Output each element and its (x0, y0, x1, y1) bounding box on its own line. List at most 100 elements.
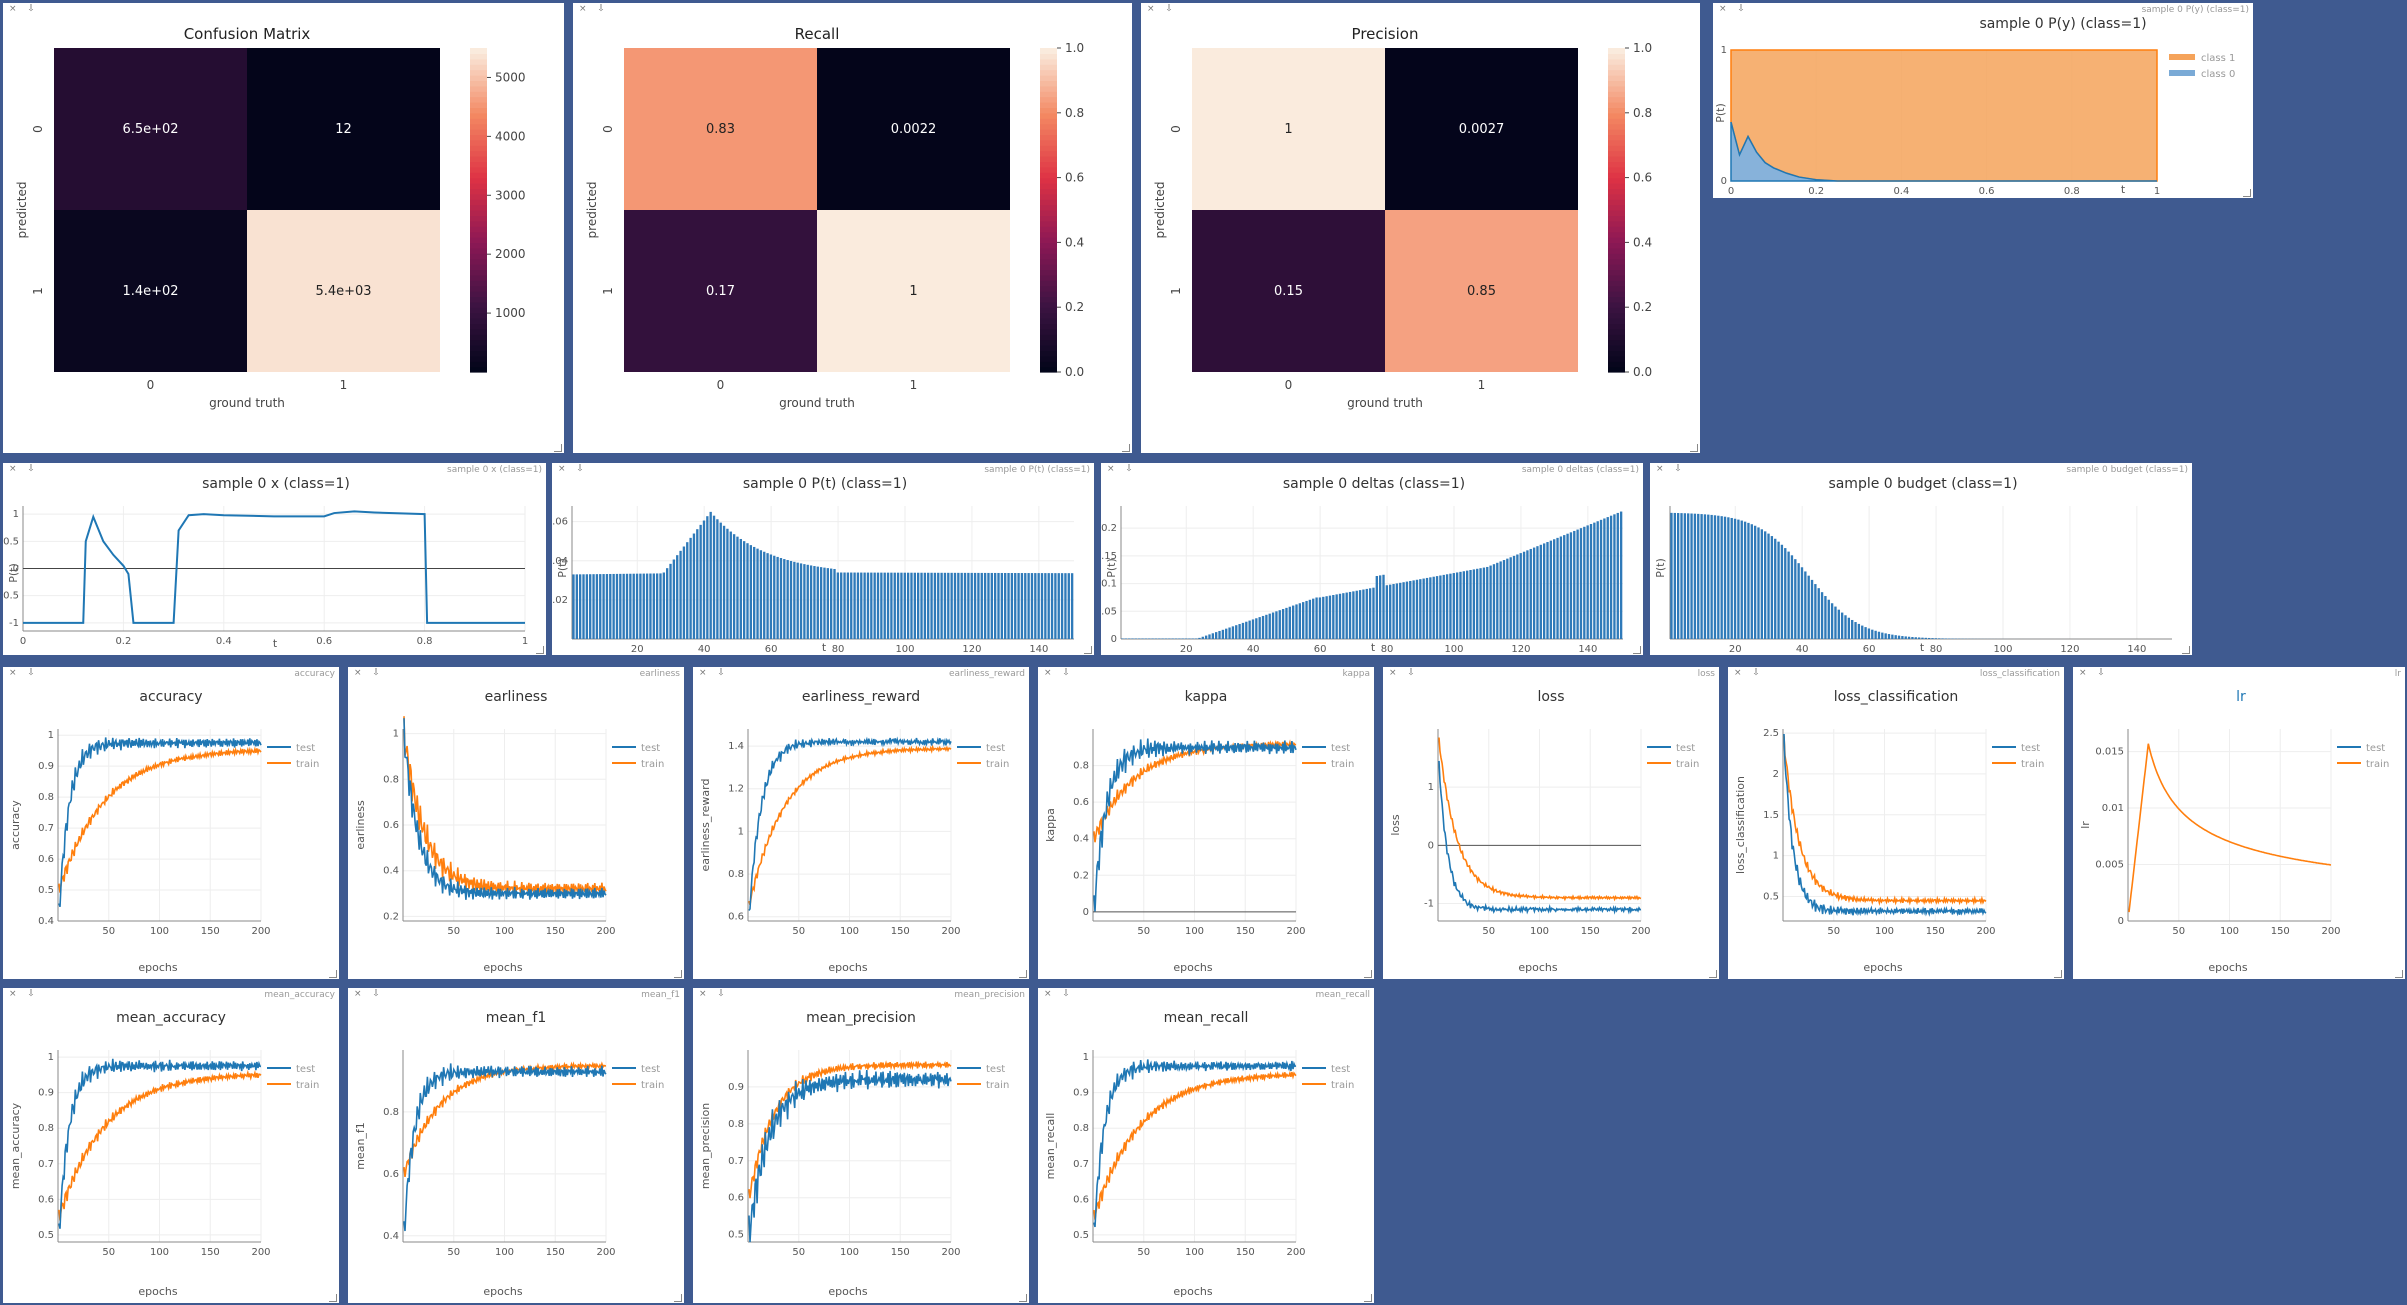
colorbar-segment (1608, 145, 1625, 152)
pane-close-download-icons[interactable]: × ⇩ (9, 668, 39, 678)
colorbar-segment (1040, 199, 1057, 206)
bar (1275, 611, 1278, 639)
pane-close-download-icons[interactable]: × ⇩ (1734, 668, 1764, 678)
y-axis-label: loss (1389, 814, 1402, 836)
resize-grip-icon[interactable] (329, 1294, 337, 1302)
bar (1405, 581, 1409, 639)
resize-grip-icon[interactable] (1690, 444, 1698, 452)
legend-label-train: train (1331, 1080, 1354, 1091)
bar (1599, 519, 1603, 639)
pane-close-download-icons[interactable]: × ⇩ (2079, 668, 2109, 678)
bar (1740, 520, 1743, 639)
bar (1820, 592, 1824, 639)
legend-label-test: test (2366, 743, 2385, 754)
pane-close-download-icons[interactable]: × ⇩ (354, 989, 384, 999)
colorbar-segment (470, 150, 487, 157)
bar (1121, 638, 1124, 639)
bar (1385, 585, 1389, 639)
resize-grip-icon[interactable] (1122, 444, 1130, 452)
resize-grip-icon[interactable] (1019, 1294, 1027, 1302)
resize-grip-icon[interactable] (1709, 970, 1717, 978)
x-tick-label: 150 (201, 1247, 220, 1258)
bar (963, 572, 967, 639)
resize-grip-icon[interactable] (1633, 646, 1641, 654)
resize-grip-icon[interactable] (329, 970, 337, 978)
colorbar-segment (1608, 123, 1625, 130)
resize-grip-icon[interactable] (554, 444, 562, 452)
colorbar-segment (1040, 312, 1057, 319)
colorbar-segment (1040, 96, 1057, 103)
resize-grip-icon[interactable] (674, 1294, 682, 1302)
bar (1499, 561, 1502, 639)
bar (1479, 568, 1482, 639)
resize-grip-icon[interactable] (2395, 970, 2403, 978)
pane-close-download-icons[interactable]: × ⇩ (1389, 668, 1419, 678)
pane-close-download-icons[interactable]: × ⇩ (1147, 4, 1177, 14)
colorbar-segment (1608, 269, 1625, 276)
x-tick-label: 100 (1993, 644, 2012, 655)
pane-close-download-icons[interactable]: × ⇩ (699, 989, 729, 999)
colorbar-segment (470, 96, 487, 103)
pane-close-download-icons[interactable]: × ⇩ (354, 668, 384, 678)
bar (1707, 514, 1710, 639)
x-tick-label: 80 (832, 644, 845, 655)
colorbar-segment (1040, 318, 1057, 324)
y-tick-label: 0.4 (383, 866, 399, 877)
resize-grip-icon[interactable] (536, 646, 544, 654)
colorbar-segment (470, 129, 487, 135)
pane-tag: mean_accuracy (264, 990, 335, 1000)
pane-close-download-icons[interactable]: × ⇩ (9, 989, 39, 999)
pane-close-download-icons[interactable]: × ⇩ (9, 4, 39, 14)
resize-grip-icon[interactable] (1364, 970, 1372, 978)
resize-grip-icon[interactable] (1084, 646, 1092, 654)
pane-close-download-icons[interactable]: × ⇩ (1656, 464, 1686, 474)
x-axis-label: epochs (1518, 961, 1557, 974)
resize-grip-icon[interactable] (674, 970, 682, 978)
bar (1703, 514, 1707, 639)
colorbar-segment (470, 274, 487, 281)
colorbar-segment (1040, 48, 1057, 54)
resize-grip-icon[interactable] (2243, 189, 2251, 197)
legend-label-train: train (296, 759, 319, 770)
heatmap-cell (54, 48, 247, 210)
bar (1536, 546, 1539, 639)
y-tick-label: 1 (1721, 45, 1727, 56)
bar (756, 548, 759, 639)
bar (920, 572, 923, 639)
bar (759, 550, 763, 639)
y-tick-label: 1 (738, 826, 744, 837)
bar (732, 534, 736, 639)
pane-tag: kappa (1342, 669, 1370, 679)
y-tick-label: 0.8 (1073, 761, 1089, 772)
x-tick-label: 200 (1631, 926, 1650, 937)
bar (1067, 573, 1070, 639)
resize-grip-icon[interactable] (2054, 970, 2062, 978)
pane-close-download-icons[interactable]: × ⇩ (1107, 464, 1137, 474)
colorbar-segment (1040, 285, 1057, 292)
colorbar-tick-label: 0.8 (1065, 106, 1084, 120)
bar (742, 541, 746, 639)
colorbar-segment (1040, 269, 1057, 276)
pane-close-download-icons[interactable]: × ⇩ (1719, 4, 1749, 14)
bar (1295, 604, 1298, 639)
pane-close-download-icons[interactable]: × ⇩ (1044, 668, 1074, 678)
bar (937, 572, 940, 639)
resize-grip-icon[interactable] (1364, 1294, 1372, 1302)
bar (736, 536, 739, 639)
pane-close-download-icons[interactable]: × ⇩ (9, 464, 39, 474)
y-tick-label: 0.5 (38, 885, 54, 896)
resize-grip-icon[interactable] (2182, 646, 2190, 654)
pane-close-download-icons[interactable]: × ⇩ (558, 464, 588, 474)
resize-grip-icon[interactable] (1019, 970, 1027, 978)
bar (1017, 573, 1020, 639)
bar (917, 572, 920, 639)
pane-close-download-icons[interactable]: × ⇩ (699, 668, 729, 678)
colorbar-segment (1608, 301, 1625, 308)
pane-close-download-icons[interactable]: × ⇩ (579, 4, 609, 14)
bar (1683, 513, 1687, 639)
colorbar-segment (1040, 53, 1057, 60)
colorbar-segment (1040, 231, 1057, 238)
bar (1743, 521, 1747, 639)
x-tick-label: 0.8 (2064, 186, 2080, 197)
pane-close-download-icons[interactable]: × ⇩ (1044, 989, 1074, 999)
